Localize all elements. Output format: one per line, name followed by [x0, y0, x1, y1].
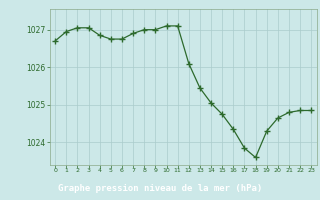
Text: Graphe pression niveau de la mer (hPa): Graphe pression niveau de la mer (hPa): [58, 184, 262, 193]
